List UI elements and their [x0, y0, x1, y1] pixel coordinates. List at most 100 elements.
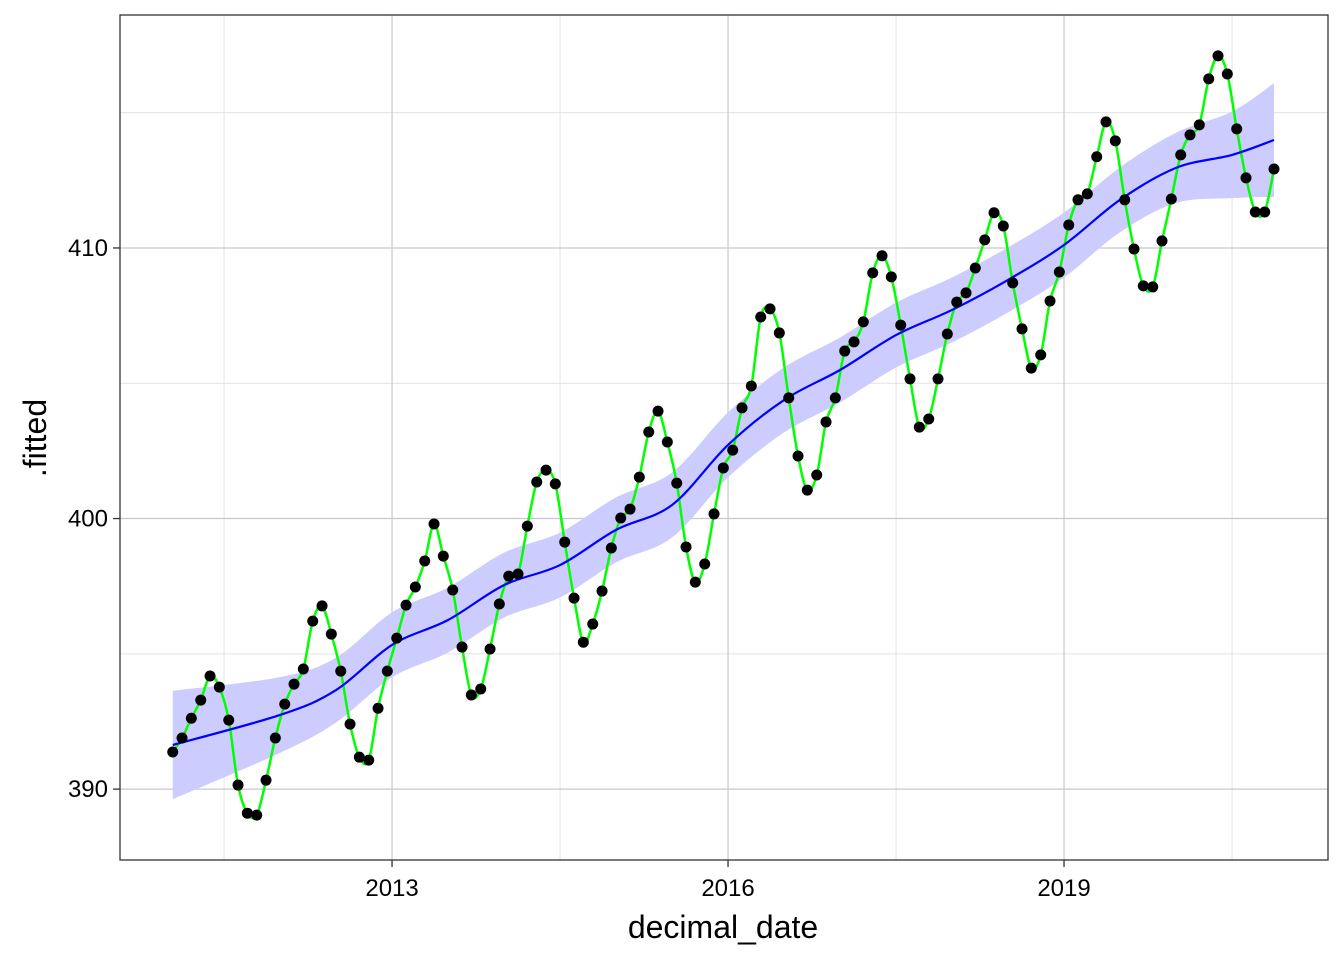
x-axis-title: decimal_date — [628, 909, 818, 945]
data-point — [1165, 193, 1177, 205]
data-point — [335, 665, 347, 677]
data-point — [643, 426, 655, 438]
data-point — [409, 581, 421, 593]
data-point — [204, 670, 216, 682]
data-point — [1025, 362, 1037, 374]
data-point — [1147, 281, 1159, 293]
data-point — [316, 600, 328, 612]
data-point — [559, 536, 571, 548]
data-point — [307, 615, 319, 627]
data-point — [288, 678, 300, 690]
y-axis-title: .fitted — [17, 399, 53, 477]
data-point — [1044, 295, 1056, 307]
data-point — [1109, 135, 1121, 147]
data-point — [689, 576, 701, 588]
data-point — [465, 689, 477, 701]
data-point — [904, 373, 916, 385]
data-point — [419, 555, 431, 567]
data-point — [615, 512, 627, 524]
data-point — [624, 503, 636, 515]
data-point — [652, 405, 664, 417]
data-point — [820, 416, 832, 428]
data-point — [344, 718, 356, 730]
plot-area — [167, 50, 1280, 821]
data-point — [353, 751, 365, 763]
data-point — [839, 345, 851, 357]
data-point — [960, 287, 972, 299]
data-point — [372, 702, 384, 714]
data-point — [1035, 349, 1047, 361]
data-point — [1119, 194, 1131, 206]
data-point — [857, 316, 869, 328]
data-point — [1240, 172, 1252, 184]
data-point — [699, 558, 711, 570]
axes: 2013 2016 2019 390 400 410 — [68, 235, 1091, 902]
y-tick-label: 400 — [68, 506, 108, 533]
data-point — [1249, 206, 1261, 218]
data-point — [680, 541, 692, 553]
data-point — [428, 518, 440, 530]
data-point — [279, 698, 291, 710]
data-point — [1193, 119, 1205, 131]
panel-border — [119, 14, 1329, 861]
data-point — [549, 478, 561, 490]
data-point — [503, 570, 515, 582]
data-point — [400, 599, 412, 611]
data-point — [185, 712, 197, 724]
data-point — [381, 665, 393, 677]
data-point — [437, 550, 449, 562]
data-point — [885, 271, 897, 283]
data-point — [521, 520, 533, 532]
data-point — [260, 774, 272, 786]
data-point — [605, 542, 617, 554]
x-tick-label: 2013 — [365, 875, 418, 902]
data-point — [587, 618, 599, 630]
data-point — [997, 220, 1009, 232]
data-point — [764, 303, 776, 315]
data-point — [717, 462, 729, 474]
data-point — [325, 628, 337, 640]
data-point — [1016, 323, 1028, 335]
data-point — [297, 663, 309, 675]
data-point — [1081, 188, 1093, 200]
data-point — [941, 328, 953, 340]
data-point — [531, 476, 543, 488]
data-point — [811, 469, 823, 481]
data-point — [251, 809, 263, 821]
data-point — [932, 373, 944, 385]
data-point — [1221, 68, 1233, 80]
data-point — [969, 262, 981, 274]
x-tick-label: 2019 — [1037, 875, 1090, 902]
y-tick-label: 390 — [68, 776, 108, 803]
data-point — [391, 632, 403, 644]
data-point — [176, 732, 188, 744]
data-point — [1268, 163, 1280, 175]
data-point — [1259, 206, 1271, 218]
data-point — [1072, 194, 1084, 206]
data-point — [755, 311, 767, 323]
data-point — [475, 683, 487, 695]
data-point — [540, 464, 552, 476]
data-point — [232, 779, 244, 791]
data-point — [867, 267, 879, 279]
data-point — [484, 643, 496, 655]
data-point — [895, 319, 907, 331]
data-point — [1156, 235, 1168, 247]
data-point — [633, 471, 645, 483]
data-point — [1212, 50, 1224, 62]
data-point — [1175, 149, 1187, 161]
data-point — [195, 694, 207, 706]
data-point — [456, 641, 468, 653]
data-point — [1063, 219, 1075, 231]
data-point — [493, 598, 505, 610]
data-point — [512, 568, 524, 580]
x-tick-label: 2016 — [701, 875, 754, 902]
data-point — [1184, 129, 1196, 141]
data-point — [671, 477, 683, 489]
data-point — [913, 421, 925, 433]
trend-line — [172, 138, 1275, 747]
data-point — [363, 754, 375, 766]
data-point — [1128, 243, 1140, 255]
data-point — [241, 807, 253, 819]
